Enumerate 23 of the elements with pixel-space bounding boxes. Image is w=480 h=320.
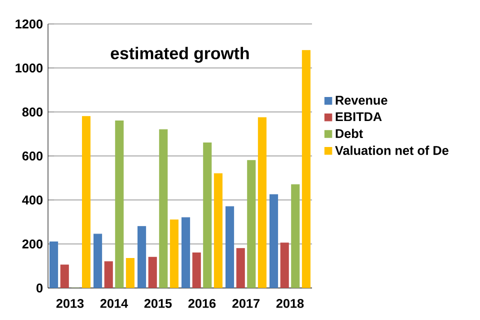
bar <box>291 184 300 288</box>
x-tick-label: 2016 <box>188 298 216 308</box>
y-tick-label: 200 <box>22 240 43 248</box>
legend-label: Debt <box>336 128 363 138</box>
legend-label: Valuation net of De <box>335 146 448 155</box>
bar <box>247 160 256 288</box>
bar <box>159 129 168 288</box>
bar <box>115 120 124 288</box>
x-tick-label: 2018 <box>276 298 304 308</box>
x-tick-label: 2015 <box>144 298 172 308</box>
y-tick-label: 1000 <box>16 64 43 72</box>
y-tick-label: 1200 <box>16 20 43 28</box>
legend-label: EBITDA <box>336 112 382 122</box>
y-tick-label: 600 <box>22 152 43 160</box>
x-tick-label: 2017 <box>232 298 260 308</box>
y-tick-label: 800 <box>22 108 43 116</box>
y-tick-label: 400 <box>22 196 43 204</box>
x-tick-label: 2014 <box>100 298 128 308</box>
bar <box>203 142 212 288</box>
text: estimated growth <box>110 46 249 63</box>
x-tick-label: 2013 <box>56 298 84 308</box>
y-tick-label: 0 <box>36 284 43 292</box>
legend-label: Revenue <box>336 96 388 105</box>
